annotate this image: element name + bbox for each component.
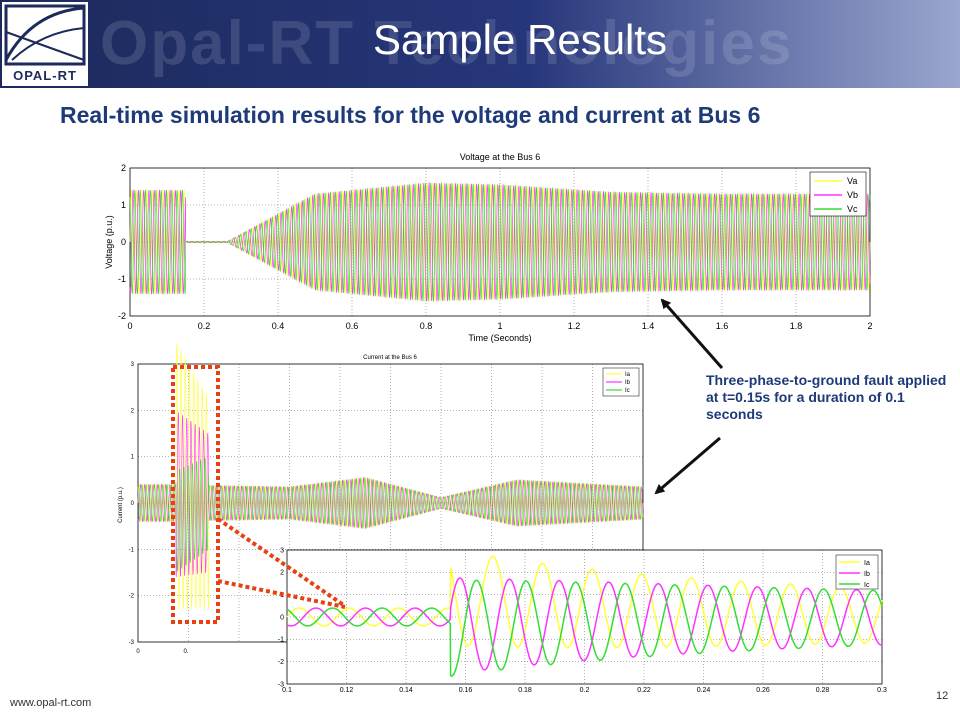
zoom-y-tick: -2	[278, 659, 284, 666]
zoom-x-tick: 0.28	[816, 687, 830, 694]
zoom-connector-bottom	[217, 579, 346, 609]
zoom-x-tick: 0.24	[697, 687, 711, 694]
voltage-y-tick: -2	[118, 311, 126, 321]
voltage-x-tick: 2	[867, 321, 872, 331]
zoom-y-tick: 2	[280, 570, 284, 577]
current-y-tick: -2	[129, 594, 135, 600]
zoom-x-tick: 0.22	[637, 687, 651, 694]
voltage-x-tick: 0.8	[420, 321, 433, 331]
voltage-waveforms	[129, 181, 871, 302]
footer-url: www.opal-rt.com	[10, 697, 92, 709]
current-y-tick: -3	[129, 640, 135, 646]
zoom-series-ib	[286, 577, 883, 671]
zoom-x-tick: 0.18	[518, 687, 532, 694]
zoom-x-tick: 0.16	[459, 687, 473, 694]
voltage-legend: Va Vb Vc	[809, 171, 867, 217]
zoom-y-tick: 3	[280, 547, 284, 554]
legend-va: Va	[847, 176, 857, 186]
voltage-x-tick: 0.6	[346, 321, 359, 331]
current-legend: Ia Ib Ic	[602, 367, 640, 397]
current-y-tick: 3	[131, 362, 135, 368]
voltage-series-va	[129, 182, 871, 302]
zoom-series-ic	[286, 579, 883, 677]
zoom-inset-chart: 0.1 0.12 0.14 0.16 0.18 0.2 0.22 0.24 0.26 0.28 0.…	[278, 547, 887, 694]
voltage-x-tick: 1.6	[716, 321, 729, 331]
voltage-x-tick: 1.4	[642, 321, 655, 331]
zoom-x-tick: 0.26	[756, 687, 770, 694]
opal-rt-logo: OPAL-RT	[2, 2, 88, 86]
voltage-x-tick: 0.2	[198, 321, 211, 331]
current-series-ia	[137, 342, 644, 610]
legend-vc: Vc	[847, 204, 858, 214]
zoom-x-tick: 0.12	[340, 687, 354, 694]
zoom-x-tick: 0.3	[877, 687, 887, 694]
voltage-series-vc	[129, 182, 871, 302]
voltage-y-tick-labels: 2 1 0 -1 -2	[118, 163, 126, 321]
annotation-arrow-voltage	[660, 298, 724, 369]
voltage-y-tick: 0	[121, 237, 126, 247]
voltage-chart-title: Voltage at the Bus 6	[460, 152, 541, 162]
current-y-tick: 2	[131, 408, 135, 414]
fault-highlight-box	[171, 365, 220, 624]
zoom-grid	[287, 550, 882, 684]
zoom-y-tick: -3	[278, 681, 284, 688]
current-y-axis-label: Current (p.u.)	[118, 487, 124, 523]
logo-emblem-icon	[4, 4, 86, 66]
zoom-x-tick-labels: 0.1 0.12 0.14 0.16 0.18 0.2 0.22 0.24 0.26 0.28 0.…	[282, 687, 887, 694]
zoom-y-tick: 0	[280, 614, 284, 621]
voltage-x-tick-labels: 0 0.2 0.4 0.6 0.8 1 1.2 1.4 1.6 1.8 2	[127, 321, 872, 331]
voltage-x-tick: 0	[127, 321, 132, 331]
voltage-chart: Voltage at the Bus 6 Time (Seconds) Volt…	[104, 152, 873, 343]
fault-annotation: Three-phase-to-ground fault applied at t…	[706, 372, 947, 422]
voltage-y-tick: 1	[121, 200, 126, 210]
current-series-ic	[137, 457, 644, 572]
legend-ic: Ic	[625, 388, 630, 394]
header-watermark: Opal-RT Technologies	[100, 9, 794, 78]
legend-vb: Vb	[847, 190, 858, 200]
voltage-x-tick: 1.2	[568, 321, 581, 331]
current-x-tick-0: 0	[136, 649, 140, 655]
current-y-tick-labels: 3 2 1 0 -1 -2 -3	[129, 362, 135, 646]
current-waveforms	[137, 342, 644, 610]
zoom-legend-ia: Ia	[864, 560, 870, 567]
logo-text: OPAL-RT	[13, 68, 77, 83]
zoom-x-tick: 0.2	[580, 687, 590, 694]
voltage-series-vb	[129, 181, 871, 302]
annotation-arrow-current	[654, 436, 721, 495]
voltage-x-tick: 1	[497, 321, 502, 331]
zoom-legend: Ia Ib Ic	[835, 554, 879, 590]
voltage-y-axis-label: Voltage (p.u.)	[104, 215, 114, 269]
voltage-y-tick: -1	[118, 274, 126, 284]
voltage-y-tick: 2	[121, 163, 126, 173]
voltage-x-axis-label: Time (Seconds)	[468, 333, 531, 343]
zoom-legend-ic: Ic	[864, 582, 870, 589]
zoom-waveforms	[286, 555, 883, 677]
current-y-tick: 1	[131, 455, 135, 461]
voltage-x-tick: 1.8	[790, 321, 803, 331]
slide-title: Sample Results	[372, 16, 668, 63]
current-x-tick-1: 0.	[183, 649, 188, 655]
current-chart-title: Current at the Bus 6	[363, 355, 417, 361]
current-y-tick: -1	[129, 547, 135, 553]
voltage-x-tick: 0.4	[272, 321, 285, 331]
page-number: 12	[936, 690, 949, 702]
zoom-series-ia	[286, 555, 883, 649]
zoom-x-tick: 0.14	[399, 687, 413, 694]
zoom-x-tick: 0.1	[282, 687, 292, 694]
current-y-tick: 0	[131, 501, 135, 507]
zoom-connector-top	[216, 517, 347, 608]
header-banner: Opal-RT Technologies OPAL-RT Sample Resu…	[0, 0, 960, 88]
zoom-legend-ib: Ib	[864, 571, 870, 578]
legend-ib: Ib	[625, 380, 631, 386]
slide-subtitle: Real-time simulation results for the vol…	[60, 102, 761, 128]
current-series-ib	[137, 412, 644, 578]
zoom-y-tick: -1	[278, 637, 284, 644]
legend-ia: Ia	[625, 372, 631, 378]
